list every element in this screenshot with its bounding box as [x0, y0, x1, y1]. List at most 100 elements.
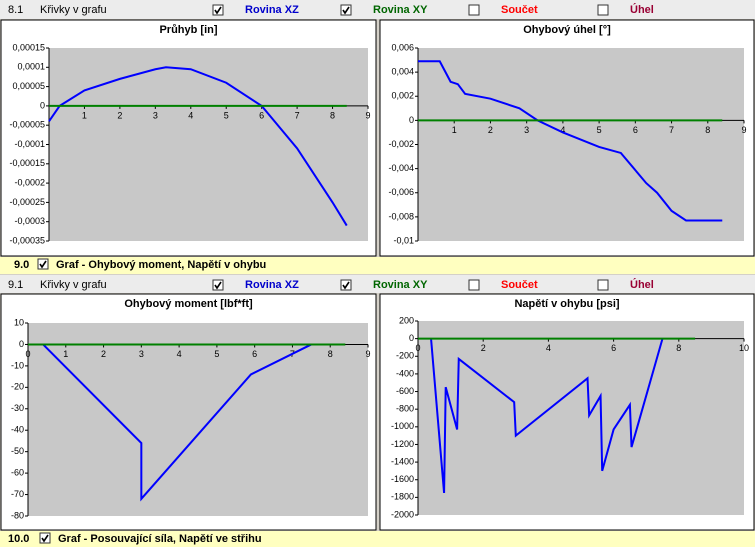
y-tick-label: -0,0003 — [14, 216, 45, 226]
y-tick-label: 0,00005 — [12, 81, 45, 91]
y-tick-label: -30 — [11, 403, 24, 413]
checkbox[interactable] — [212, 279, 224, 291]
y-tick-label: -600 — [396, 386, 414, 396]
header-number: 10.0 — [8, 533, 29, 545]
y-tick-label: -0,0001 — [14, 139, 45, 149]
x-tick-label: 6 — [633, 125, 638, 135]
y-tick-label: 200 — [399, 315, 414, 325]
chart-title: Ohybový moment [lbf*ft] — [124, 298, 253, 310]
option-label: Rovina XY — [373, 279, 428, 291]
x-tick-label: 7 — [295, 110, 300, 120]
x-tick-label: 3 — [524, 125, 529, 135]
y-tick-label: 0,004 — [391, 67, 414, 77]
x-tick-label: 1 — [63, 349, 68, 359]
y-tick-label: -1600 — [391, 474, 414, 484]
row-background — [0, 0, 755, 19]
option-label: Rovina XY — [373, 4, 428, 16]
x-tick-label: 0 — [415, 343, 420, 353]
checkbox[interactable] — [468, 4, 480, 16]
row-background — [0, 275, 755, 293]
x-tick-label: 4 — [177, 349, 182, 359]
check-mark — [214, 281, 222, 290]
option-label: Rovina XZ — [245, 4, 299, 16]
plot-area — [28, 323, 368, 516]
y-tick-label: -1400 — [391, 456, 414, 466]
checkbox[interactable] — [340, 4, 352, 16]
series-line — [430, 338, 664, 494]
x-tick-label: 9 — [365, 110, 370, 120]
x-tick-label: 8 — [330, 110, 335, 120]
y-tick-label: -0,002 — [388, 139, 414, 149]
y-tick-label: -0,00015 — [9, 158, 45, 168]
section-label: Křivky v grafu — [40, 279, 107, 291]
checkbox[interactable] — [597, 4, 609, 16]
y-tick-label: 0,002 — [391, 91, 414, 101]
y-tick-label: 0 — [409, 333, 414, 343]
y-tick-label: -1000 — [391, 421, 414, 431]
y-tick-label: -10 — [11, 360, 24, 370]
checkbox[interactable] — [212, 4, 224, 16]
header-background — [0, 531, 755, 547]
x-tick-label: 5 — [597, 125, 602, 135]
x-tick-label: 3 — [153, 110, 158, 120]
x-tick-label: 4 — [188, 110, 193, 120]
x-tick-label: 1 — [452, 125, 457, 135]
x-tick-label: 9 — [741, 125, 746, 135]
y-tick-label: -800 — [396, 404, 414, 414]
check-mark — [342, 6, 350, 15]
chart-title: Ohybový úhel [°] — [523, 24, 611, 36]
x-tick-label: 7 — [669, 125, 674, 135]
section-number: 9.1 — [8, 279, 23, 291]
header-label: Graf - Ohybový moment, Napětí v ohybu — [56, 259, 266, 271]
y-tick-label: -0,006 — [388, 187, 414, 197]
checkbox[interactable] — [340, 279, 352, 291]
option-label: Úhel — [630, 3, 654, 16]
y-tick-label: 0 — [40, 100, 45, 110]
option-label: Součet — [501, 279, 538, 291]
checkbox[interactable] — [468, 279, 480, 291]
x-tick-label: 2 — [488, 125, 493, 135]
checkbox[interactable] — [39, 532, 51, 544]
x-tick-label: 4 — [560, 125, 565, 135]
x-tick-label: 8 — [328, 349, 333, 359]
x-tick-label: 2 — [101, 349, 106, 359]
x-tick-label: 5 — [224, 110, 229, 120]
section-number: 8.1 — [8, 4, 23, 16]
header-number: 9.0 — [14, 259, 29, 271]
check-mark — [39, 260, 47, 269]
x-tick-label: 6 — [611, 343, 616, 353]
check-mark — [41, 534, 49, 543]
x-tick-label: 4 — [546, 343, 551, 353]
y-tick-label: 10 — [14, 317, 24, 327]
y-tick-label: -1800 — [391, 492, 414, 502]
x-tick-label: 6 — [259, 110, 264, 120]
y-tick-label: -50 — [11, 446, 24, 456]
y-tick-label: -60 — [11, 467, 24, 477]
x-tick-label: 3 — [139, 349, 144, 359]
y-tick-label: -80 — [11, 510, 24, 520]
x-tick-label: 9 — [365, 349, 370, 359]
y-tick-label: 0,006 — [391, 42, 414, 52]
x-tick-label: 10 — [739, 343, 749, 353]
y-tick-label: -1200 — [391, 439, 414, 449]
y-tick-label: -0,008 — [388, 211, 414, 221]
plot-area — [418, 48, 744, 241]
y-tick-label: -2000 — [391, 509, 414, 519]
y-tick-label: 0 — [409, 115, 414, 125]
check-mark — [342, 281, 350, 290]
x-tick-label: 6 — [252, 349, 257, 359]
y-tick-label: 0,00015 — [12, 42, 45, 52]
y-tick-label: 0 — [19, 339, 24, 349]
plot-area — [49, 48, 368, 241]
section-label: Křivky v grafu — [40, 4, 107, 16]
x-tick-label: 5 — [214, 349, 219, 359]
y-tick-label: -0,004 — [388, 163, 414, 173]
chart-title: Průhyb [in] — [159, 24, 217, 36]
header-label: Graf - Posouvající síla, Napětí ve střih… — [58, 533, 262, 545]
checkbox[interactable] — [37, 258, 49, 270]
x-tick-label: 8 — [676, 343, 681, 353]
checkbox[interactable] — [597, 279, 609, 291]
series-line — [48, 66, 348, 227]
y-tick-label: -200 — [396, 351, 414, 361]
